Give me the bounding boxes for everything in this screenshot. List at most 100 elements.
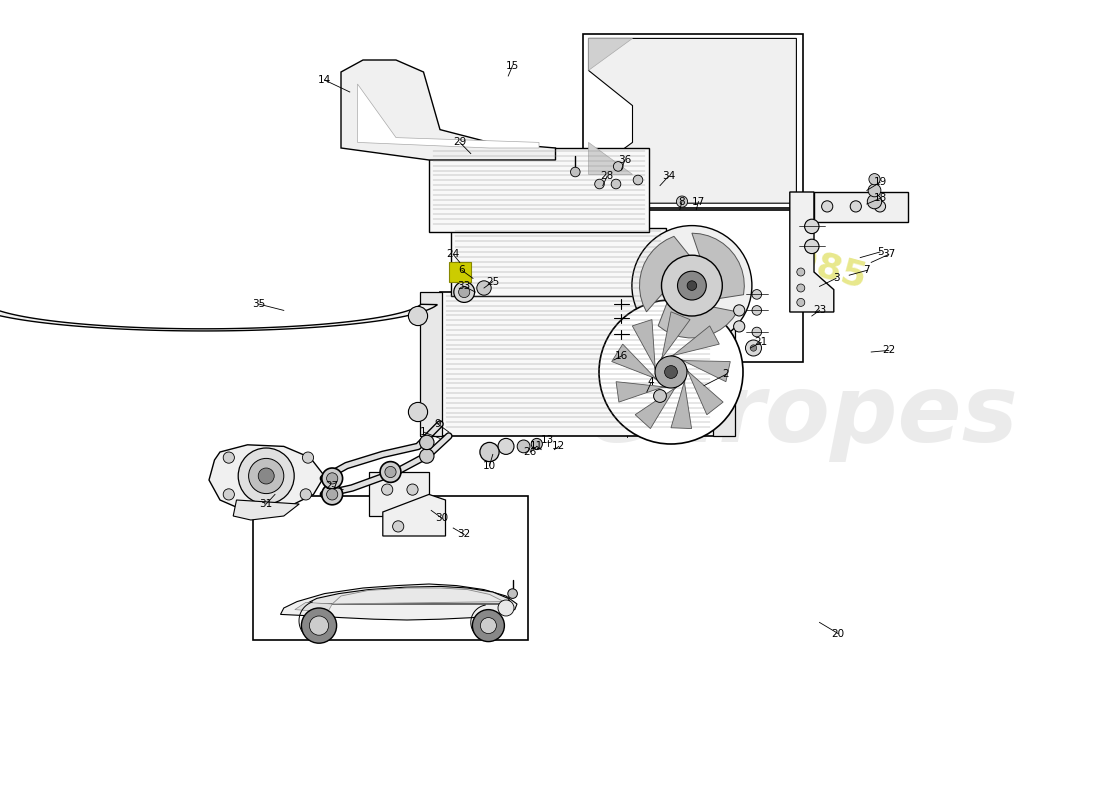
Polygon shape bbox=[632, 320, 656, 370]
Polygon shape bbox=[686, 369, 723, 414]
Circle shape bbox=[600, 300, 742, 444]
Circle shape bbox=[393, 521, 404, 532]
Circle shape bbox=[796, 284, 805, 292]
Text: 18: 18 bbox=[873, 194, 887, 203]
Circle shape bbox=[734, 305, 745, 316]
Polygon shape bbox=[588, 38, 632, 70]
Polygon shape bbox=[0, 304, 438, 331]
Circle shape bbox=[746, 340, 761, 356]
Circle shape bbox=[239, 448, 294, 504]
Text: 31: 31 bbox=[260, 499, 273, 509]
Circle shape bbox=[476, 281, 492, 295]
Circle shape bbox=[309, 616, 329, 635]
Circle shape bbox=[612, 179, 620, 189]
Text: 16: 16 bbox=[615, 351, 628, 361]
Circle shape bbox=[385, 466, 396, 478]
Text: 20: 20 bbox=[832, 629, 845, 638]
Circle shape bbox=[595, 179, 604, 189]
Circle shape bbox=[419, 449, 435, 463]
Circle shape bbox=[752, 306, 761, 315]
Text: 21: 21 bbox=[755, 338, 768, 347]
Text: 33: 33 bbox=[458, 282, 471, 291]
Bar bbox=[449, 262, 471, 282]
Text: 34: 34 bbox=[662, 171, 675, 181]
Polygon shape bbox=[209, 445, 324, 512]
Circle shape bbox=[517, 440, 530, 453]
Text: 24: 24 bbox=[447, 250, 460, 259]
Circle shape bbox=[822, 201, 833, 212]
Polygon shape bbox=[670, 326, 719, 356]
Circle shape bbox=[223, 452, 234, 463]
Circle shape bbox=[472, 610, 505, 642]
Polygon shape bbox=[358, 84, 539, 148]
Circle shape bbox=[804, 219, 820, 234]
Polygon shape bbox=[660, 312, 690, 360]
Circle shape bbox=[249, 458, 284, 494]
Circle shape bbox=[678, 271, 706, 300]
Text: 28: 28 bbox=[601, 171, 614, 181]
Text: 29: 29 bbox=[453, 138, 466, 147]
Circle shape bbox=[223, 489, 234, 500]
Circle shape bbox=[300, 489, 311, 500]
Text: 27: 27 bbox=[326, 482, 339, 491]
Text: 35: 35 bbox=[252, 299, 265, 309]
Circle shape bbox=[796, 298, 805, 306]
Circle shape bbox=[498, 600, 514, 616]
Circle shape bbox=[571, 167, 580, 177]
Polygon shape bbox=[658, 299, 737, 338]
Circle shape bbox=[508, 589, 517, 598]
Circle shape bbox=[631, 226, 752, 346]
Circle shape bbox=[688, 281, 696, 290]
Text: 9: 9 bbox=[434, 419, 441, 429]
Text: 37: 37 bbox=[882, 250, 895, 259]
Circle shape bbox=[752, 290, 761, 299]
Text: 10: 10 bbox=[483, 461, 496, 470]
Circle shape bbox=[661, 255, 723, 316]
Circle shape bbox=[382, 484, 393, 495]
Circle shape bbox=[804, 239, 820, 254]
Circle shape bbox=[796, 268, 805, 276]
Circle shape bbox=[454, 282, 474, 302]
Text: 26: 26 bbox=[524, 447, 537, 457]
Polygon shape bbox=[692, 233, 745, 299]
Circle shape bbox=[408, 402, 428, 422]
Text: 14: 14 bbox=[318, 75, 331, 85]
Text: 19: 19 bbox=[873, 178, 887, 187]
Circle shape bbox=[654, 356, 688, 388]
Polygon shape bbox=[383, 494, 446, 536]
Text: 11: 11 bbox=[530, 442, 543, 451]
Polygon shape bbox=[814, 192, 908, 222]
Circle shape bbox=[531, 438, 542, 450]
Circle shape bbox=[867, 194, 882, 209]
Circle shape bbox=[408, 306, 428, 326]
Circle shape bbox=[327, 489, 338, 500]
Circle shape bbox=[752, 327, 761, 337]
Bar bbox=[713, 292, 735, 436]
Circle shape bbox=[750, 345, 757, 351]
Polygon shape bbox=[588, 142, 632, 174]
Text: 1: 1 bbox=[420, 427, 427, 437]
Text: 23: 23 bbox=[813, 306, 826, 315]
Text: 30: 30 bbox=[436, 514, 449, 523]
Circle shape bbox=[614, 162, 623, 171]
Polygon shape bbox=[681, 359, 730, 382]
Circle shape bbox=[634, 175, 642, 185]
Circle shape bbox=[498, 438, 514, 454]
Polygon shape bbox=[671, 379, 692, 429]
Circle shape bbox=[869, 174, 880, 185]
Circle shape bbox=[676, 196, 688, 207]
Text: 6: 6 bbox=[459, 266, 465, 275]
Text: 22: 22 bbox=[882, 346, 895, 355]
Text: 32: 32 bbox=[458, 530, 471, 539]
Text: 17: 17 bbox=[692, 197, 705, 206]
Polygon shape bbox=[280, 584, 517, 620]
Circle shape bbox=[322, 484, 342, 505]
Circle shape bbox=[734, 321, 745, 332]
Text: 25: 25 bbox=[486, 277, 499, 286]
Circle shape bbox=[381, 462, 400, 482]
Polygon shape bbox=[306, 586, 512, 604]
Polygon shape bbox=[635, 386, 676, 429]
Circle shape bbox=[302, 452, 313, 463]
Circle shape bbox=[850, 201, 861, 212]
Text: 12: 12 bbox=[552, 442, 565, 451]
